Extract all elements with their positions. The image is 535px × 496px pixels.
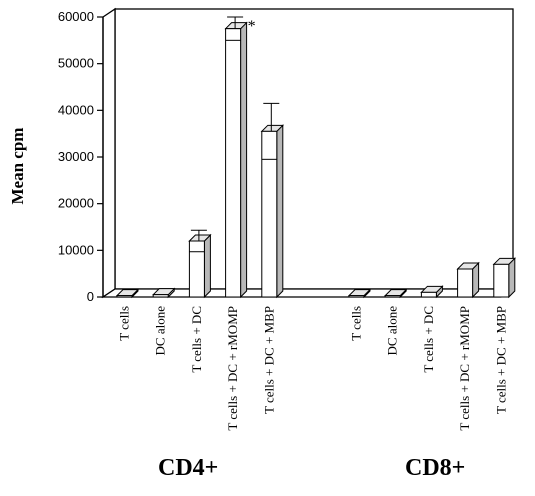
bar xyxy=(383,288,408,299)
y-tick-label: 40000 xyxy=(58,102,94,117)
bar xyxy=(260,102,285,299)
x-tick-label: T cells + DC xyxy=(421,306,436,373)
chart-frame xyxy=(100,7,516,299)
back-wall xyxy=(114,8,514,290)
group-label-cd4: CD4+ xyxy=(158,455,219,481)
x-tick-label: DC alone xyxy=(153,306,168,356)
y-tick-label: 60000 xyxy=(58,9,94,24)
x-tick-label: T cells + DC + MBP xyxy=(493,306,508,414)
x-tick-label: T cells + DC + rMOMP xyxy=(457,306,472,431)
bar-front xyxy=(261,130,278,298)
y-tick-label: 50000 xyxy=(58,56,94,71)
x-tick-label: T cells + DC + rMOMP xyxy=(225,306,240,431)
y-axis: 0 10000 20000 30000 40000 50000 60000 xyxy=(58,9,104,304)
bar-front xyxy=(188,240,205,298)
bar xyxy=(151,287,176,299)
y-tick-label: 20000 xyxy=(58,196,94,211)
bar xyxy=(188,229,212,299)
bars: * xyxy=(115,16,517,299)
bar-front xyxy=(493,263,510,298)
bar-front xyxy=(420,291,437,298)
bar-front xyxy=(457,268,474,298)
y-tick-label: 10000 xyxy=(58,242,94,257)
bar xyxy=(115,288,140,299)
x-tick-label: DC alone xyxy=(385,306,400,356)
bar xyxy=(347,288,372,299)
bar-side xyxy=(276,124,284,299)
bar-front xyxy=(116,295,133,298)
bar-front xyxy=(348,295,365,298)
x-tick-labels: T cells DC alone T cells + DC T cells + DC … xyxy=(117,306,509,431)
bar-front xyxy=(152,294,169,298)
x-tick-label: T cells + DC + MBP xyxy=(261,306,276,414)
left-wall xyxy=(102,7,116,299)
bar xyxy=(420,285,444,299)
x-tick-label: T cells + DC xyxy=(189,306,204,373)
bar xyxy=(456,261,480,299)
x-tick-label: T cells xyxy=(349,306,364,341)
bar-front xyxy=(225,28,242,298)
y-tick-label: 0 xyxy=(87,289,94,304)
group-label-cd8: CD8+ xyxy=(405,455,466,481)
bar-side xyxy=(240,21,248,299)
significance-asterisk: * xyxy=(248,18,256,35)
y-axis-label: Mean cpm xyxy=(8,127,27,205)
bar-front xyxy=(384,295,401,298)
y-tick-label: 30000 xyxy=(58,149,94,164)
x-tick-label: T cells xyxy=(117,306,132,341)
bar xyxy=(224,16,248,299)
bar-side xyxy=(203,233,211,299)
bar xyxy=(492,257,517,299)
